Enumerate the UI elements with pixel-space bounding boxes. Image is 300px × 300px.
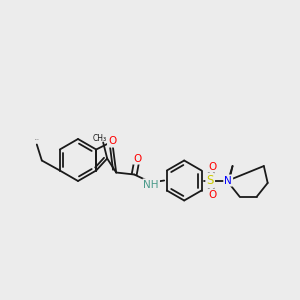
Text: CH₃: CH₃ (93, 134, 107, 143)
Text: NH: NH (143, 179, 159, 190)
Text: O: O (108, 136, 116, 146)
Text: S: S (206, 174, 214, 187)
Text: O: O (208, 161, 216, 172)
Text: O: O (133, 154, 141, 164)
Text: N: N (224, 176, 232, 185)
Text: CH₂CH₃: CH₂CH₃ (35, 139, 40, 140)
Text: O: O (208, 190, 216, 200)
